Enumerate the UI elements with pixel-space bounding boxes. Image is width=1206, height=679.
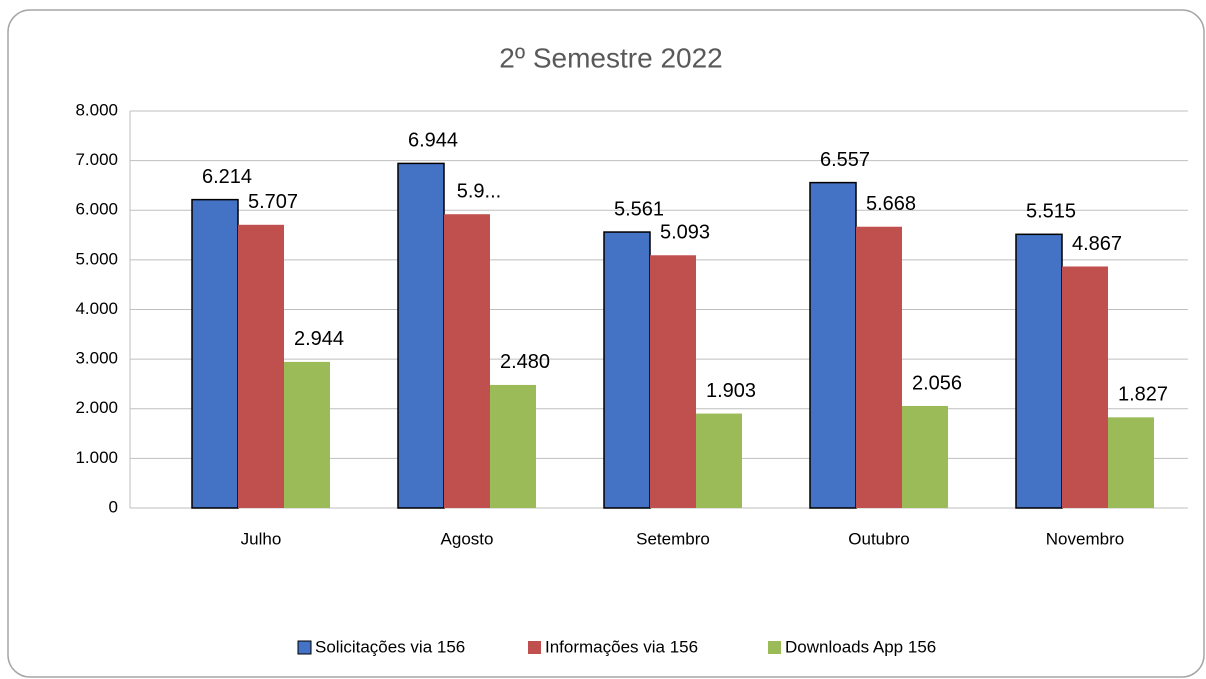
value-label: 2.480 [500,351,550,373]
y-tick-label: 6.000 [75,200,118,219]
value-label: 5.9... [457,181,501,203]
bar [191,198,239,509]
value-label: 2.944 [294,328,344,350]
legend-label: Downloads App 156 [785,637,936,656]
y-tick-label: 8.000 [75,100,118,119]
bar [696,413,742,508]
value-label: 6.214 [202,166,252,188]
y-tick-label: 5.000 [75,249,118,268]
value-label: 2.056 [912,372,962,394]
value-label: 5.707 [248,191,298,213]
value-label: 5.093 [660,222,710,244]
bar [650,255,696,508]
chart-title: 2º Semestre 2022 [499,42,722,73]
legend-swatch [528,641,541,654]
x-tick-label: Julho [241,529,282,548]
value-label: 5.515 [1026,201,1076,223]
legend-label: Informações via 156 [545,637,698,656]
y-tick-label: 2.000 [75,398,118,417]
x-tick-label: Agosto [441,529,494,548]
bar [1108,417,1154,508]
value-label: 5.668 [866,193,916,215]
y-tick-label: 0 [109,497,118,516]
bar [809,181,857,509]
bar [1062,266,1108,508]
y-tick-label: 7.000 [75,150,118,169]
bar [284,361,330,508]
value-label: 1.827 [1118,384,1168,406]
legend-label: Solicitações via 156 [315,637,465,656]
value-label: 1.903 [706,380,756,402]
bar [444,214,490,508]
bar [397,162,445,509]
legend-swatch [768,641,781,654]
bar [238,224,284,508]
bar [490,384,536,508]
y-tick-label: 1.000 [75,448,118,467]
bar [856,226,902,508]
value-label: 5.561 [614,198,664,220]
y-tick-label: 3.000 [75,349,118,368]
value-label: 6.557 [820,149,870,171]
legend-swatch [297,640,312,655]
x-tick-label: Setembro [636,529,710,548]
bar [603,231,651,509]
x-tick-label: Novembro [1046,529,1124,548]
y-tick-label: 4.000 [75,299,118,318]
value-label: 4.867 [1072,233,1122,255]
bar [902,405,948,508]
x-tick-label: Outubro [848,529,909,548]
value-label: 6.944 [408,130,458,152]
bar [1015,233,1063,509]
